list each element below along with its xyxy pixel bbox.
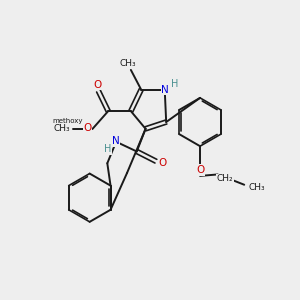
Text: N: N bbox=[112, 136, 119, 146]
Text: CH₃: CH₃ bbox=[53, 124, 70, 133]
Text: N: N bbox=[161, 85, 169, 94]
Text: CH₃: CH₃ bbox=[248, 183, 265, 192]
Text: O: O bbox=[196, 165, 204, 175]
Text: CH₃: CH₃ bbox=[120, 59, 136, 68]
Text: H: H bbox=[103, 144, 111, 154]
Text: H: H bbox=[171, 79, 179, 89]
Text: methoxy: methoxy bbox=[52, 118, 83, 124]
Text: O: O bbox=[158, 158, 166, 168]
Text: O: O bbox=[94, 80, 102, 90]
Text: O: O bbox=[83, 123, 92, 133]
Text: CH₂: CH₂ bbox=[217, 174, 233, 183]
